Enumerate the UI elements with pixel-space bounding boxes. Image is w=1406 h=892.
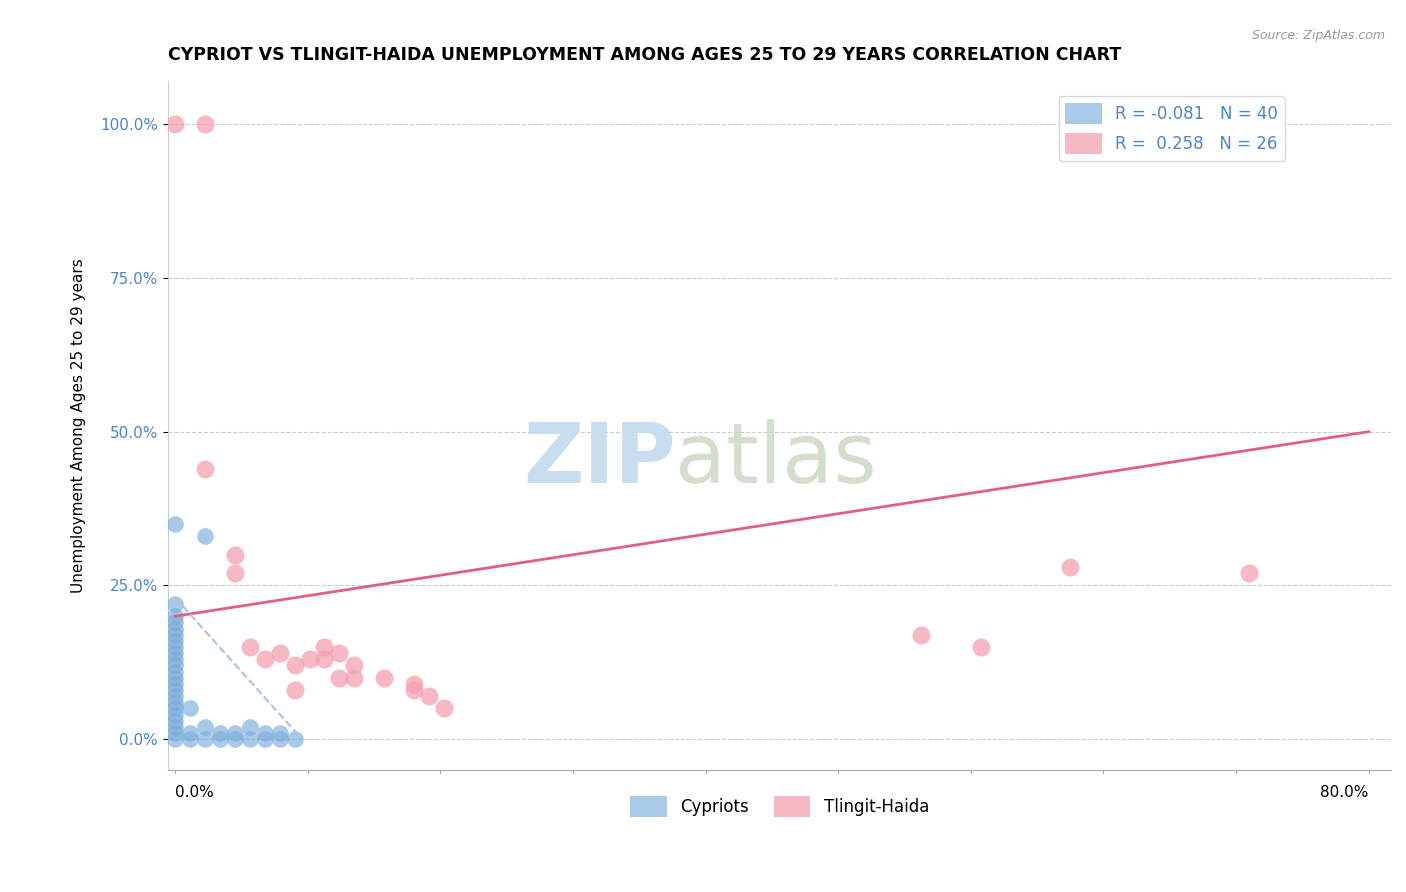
Text: ZIP: ZIP	[523, 419, 675, 500]
Y-axis label: Unemployment Among Ages 25 to 29 years: Unemployment Among Ages 25 to 29 years	[72, 258, 86, 593]
Legend: Cypriots, Tlingit-Haida: Cypriots, Tlingit-Haida	[623, 789, 935, 823]
Text: atlas: atlas	[675, 419, 877, 500]
Text: 0.0%: 0.0%	[176, 785, 214, 800]
Text: Source: ZipAtlas.com: Source: ZipAtlas.com	[1251, 29, 1385, 42]
Text: CYPRIOT VS TLINGIT-HAIDA UNEMPLOYMENT AMONG AGES 25 TO 29 YEARS CORRELATION CHAR: CYPRIOT VS TLINGIT-HAIDA UNEMPLOYMENT AM…	[167, 46, 1121, 64]
Text: 80.0%: 80.0%	[1320, 785, 1368, 800]
